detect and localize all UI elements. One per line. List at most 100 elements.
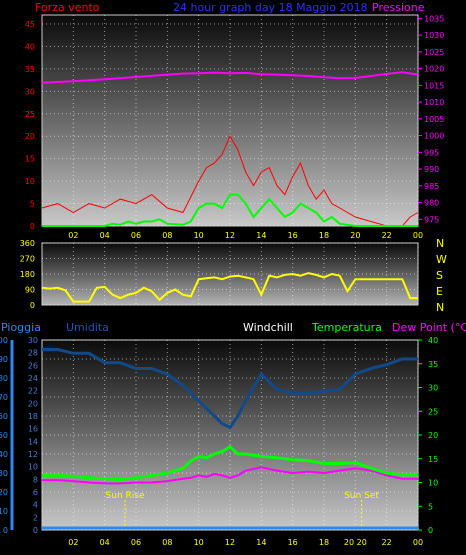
rain-tick-label: 90 [0,355,8,364]
direction-degree-ticks: 0 90 180 270 360 [20,239,35,310]
humidity-tick-label: 12 [28,450,38,459]
humidity-tick-label: 2 [33,513,38,522]
humidity-tick-label: 28 [28,349,38,358]
pressure-ticks: 975 980 985 990 995 1000 1005 1010 1015 1020 1025 1… [418,14,444,224]
hour-tick-label: 12 [225,231,235,240]
panel-temperature-humidity: 0102030405060708090100 02468101214161820… [0,321,466,547]
temperature-axis-label: Temperatura [311,321,382,334]
direction-tick-label: 270 [20,255,35,264]
temperature-ticks: 0 5 10 15 20 25 30 35 40 [418,336,438,535]
sunset-label: Sun Set [344,491,379,501]
wind-tick-label: 5 [30,200,35,209]
hour-tick-label: 18 [319,231,329,240]
humidity-tick-label: 20 [28,399,38,408]
rain-tick-label: 50 [0,431,8,440]
windchill-label: Windchill [243,321,293,334]
rain-axis-label: Pioggia [1,321,41,334]
hour-tick-label: 04 [100,538,110,547]
direction-tick-label: 360 [20,239,35,248]
panel1-background [42,15,418,226]
hour-tick-label: 16 [288,231,298,240]
hour-tick-label: 00 [413,538,423,547]
hour-tick-label: 22 [382,231,392,240]
hour-tick-label: 14 [256,231,266,240]
wind-tick-label: 35 [25,65,35,74]
humidity-tick-label: 6 [33,488,38,497]
hour-tick-label: 20 20 [344,538,367,547]
dew-point-axis-label: Dew Point (°C) [392,321,466,334]
temperature-tick-label: 5 [428,502,433,511]
wind-gust-line [41,135,419,227]
pressure-line [41,71,419,84]
humidity-tick-label: 22 [28,387,38,396]
humidity-tick-label: 24 [28,374,38,383]
humidity-tick-label: 14 [28,437,38,446]
panel1-hour-ticks: 02 04 06 08 10 12 14 16 18 20 22 00 [68,231,423,240]
pressure-tick-label: 980 [424,199,439,208]
compass-label: S [436,269,443,282]
wind-tick-label: 0 [30,222,35,231]
rain-tick-label: 40 [0,450,8,459]
direction-tick-label: 180 [20,270,35,279]
wind-tick-label: 10 [25,177,35,186]
wind-tick-label: 40 [25,42,35,51]
hour-tick-label: 04 [100,231,110,240]
rain-tick-label: 10 [0,507,8,516]
chart-title: 24 hour graph day 18 Maggio 2018 [173,1,368,14]
hour-tick-label: 02 [68,231,78,240]
pressure-tick-label: 1010 [424,98,444,107]
pressure-tick-label: 990 [424,165,439,174]
temperature-tick-label: 25 [428,407,438,416]
wind-tick-label: 25 [25,110,35,119]
hour-tick-label: 10 [194,231,204,240]
wind-tick-label: 15 [25,155,35,164]
compass-label: W [436,253,447,266]
rain-ticks: 0 10 20 30 40 50 60 70 80 90 100 [0,336,8,535]
hour-tick-label: 18 [319,538,329,547]
temperature-tick-label: 35 [428,360,438,369]
panel3-hour-ticks: 02 04 06 08 10 12 14 16 18 20 20 22 00 [68,538,423,547]
wind-speed-line [42,193,418,227]
wind-tick-label: 45 [25,20,35,29]
hour-tick-label: 16 [288,538,298,547]
wind-axis-label: Forza vento [35,1,100,14]
pressure-tick-label: 985 [424,182,439,191]
compass-label: N [436,301,444,314]
hour-tick-label: 22 [382,538,392,547]
rain-tick-label: 0 [3,526,8,535]
temperature-tick-label: 10 [428,479,438,488]
pressure-tick-label: 1025 [424,48,444,57]
pressure-axis-label: Pressione [372,1,425,14]
humidity-tick-label: 8 [33,475,38,484]
compass-label: E [436,285,443,298]
wind-tick-label: 20 [25,132,35,141]
wind-tick-label: 30 [25,87,35,96]
temperature-tick-label: 40 [428,336,438,345]
rain-tick-label: 80 [0,374,8,383]
hour-tick-label: 06 [131,538,141,547]
rain-tick-label: 100 [0,336,8,345]
hour-tick-label: 08 [162,231,172,240]
temperature-tick-label: 0 [428,526,433,535]
pressure-tick-label: 1005 [424,115,444,124]
dew-point-line [42,466,418,485]
temperature-tick-label: 15 [428,455,438,464]
temperature-line [42,445,418,482]
humidity-tick-label: 18 [28,412,38,421]
wind-direction-line [41,272,418,303]
hour-tick-label: 14 [256,538,266,547]
hour-tick-label: 12 [225,538,235,547]
rain-tick-label: 30 [0,469,8,478]
wind-speed-ticks: 0 5 10 15 20 25 30 35 40 45 [25,20,35,231]
rain-tick-label: 60 [0,412,8,421]
temperature-tick-label: 20 [428,431,438,440]
pressure-tick-label: 1035 [424,14,444,23]
humidity-tick-label: 26 [28,361,38,370]
humidity-line [42,348,418,430]
pressure-tick-label: 1015 [424,81,444,90]
humidity-tick-label: 4 [33,501,38,510]
